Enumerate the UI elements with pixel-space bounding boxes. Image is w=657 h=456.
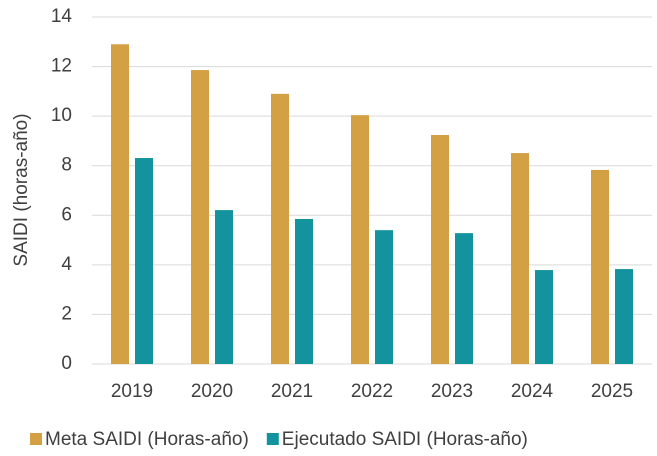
bar <box>135 158 153 364</box>
y-tick-label: 8 <box>61 155 72 176</box>
y-tick-label: 14 <box>51 6 73 27</box>
x-tick-label: 2021 <box>271 381 313 402</box>
y-tick-label: 12 <box>51 56 72 77</box>
x-tick-label: 2020 <box>191 381 233 402</box>
bar <box>271 93 289 364</box>
y-tick-label: 4 <box>61 254 72 275</box>
bar <box>511 153 529 364</box>
legend-label: Ejecutado SAIDI (Horas-año) <box>282 429 528 450</box>
bar <box>215 210 233 364</box>
bar <box>535 270 553 364</box>
legend-swatch <box>266 433 279 445</box>
bar <box>295 219 313 364</box>
bar <box>431 134 449 364</box>
x-tick-label: 2023 <box>431 381 473 402</box>
bar <box>111 44 129 365</box>
bar <box>351 115 369 364</box>
bar <box>191 70 209 364</box>
x-tick-label: 2022 <box>351 381 393 402</box>
bar <box>591 169 609 364</box>
legend-label: Meta SAIDI (Horas-año) <box>45 429 249 450</box>
x-tick-label: 2019 <box>111 381 153 402</box>
bar <box>615 269 633 364</box>
x-tick-label: 2024 <box>511 381 554 402</box>
y-tick-label: 2 <box>61 303 72 324</box>
legend-swatch <box>30 433 42 445</box>
bar <box>375 230 393 364</box>
bar <box>455 233 473 364</box>
x-tick-label: 2025 <box>591 381 633 402</box>
y-tick-label: 0 <box>61 353 72 374</box>
y-tick-label: 10 <box>51 105 72 126</box>
y-tick-label: 6 <box>61 204 72 225</box>
y-axis-label: SAIDI (horas-año) <box>11 113 32 266</box>
